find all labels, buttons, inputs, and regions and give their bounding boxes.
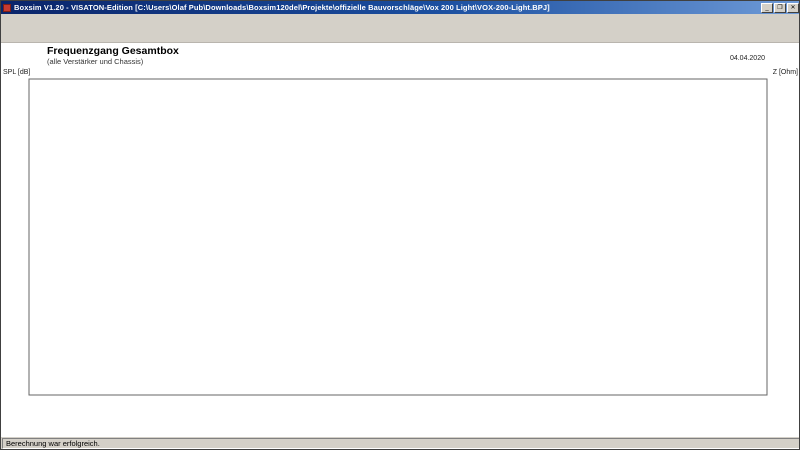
status-message: Berechnung war erfolgreich. <box>2 438 799 449</box>
maximize-button[interactable]: ❐ <box>774 2 786 13</box>
frequency-response-chart: Frequenzgang Gesamtbox (alle Verstärker … <box>3 45 798 396</box>
menu-bar <box>1 14 799 23</box>
status-bar: Berechnung war erfolgreich. <box>1 437 799 449</box>
app-icon <box>3 3 11 12</box>
title-bar: Boxsim V1.20 - VISATON-Edition [C:\Users… <box>1 1 799 14</box>
plot-border <box>28 78 768 396</box>
options-bar <box>1 34 799 43</box>
chart-date: 04.04.2020 <box>730 55 765 62</box>
right-axis-label: Z [Ohm] <box>773 69 798 76</box>
close-button[interactable]: ✕ <box>787 2 799 13</box>
chart-subtitle: (alle Verstärker und Chassis) <box>47 57 144 66</box>
chart-panel: Frequenzgang Gesamtbox (alle Verstärker … <box>1 43 799 437</box>
window-title: Boxsim V1.20 - VISATON-Edition [C:\Users… <box>14 3 550 12</box>
minimize-button[interactable]: _ <box>761 2 773 13</box>
left-axis-label: SPL [dB] <box>3 69 30 76</box>
tab-bar <box>1 23 799 34</box>
chart-title: Frequenzgang Gesamtbox <box>47 45 179 57</box>
